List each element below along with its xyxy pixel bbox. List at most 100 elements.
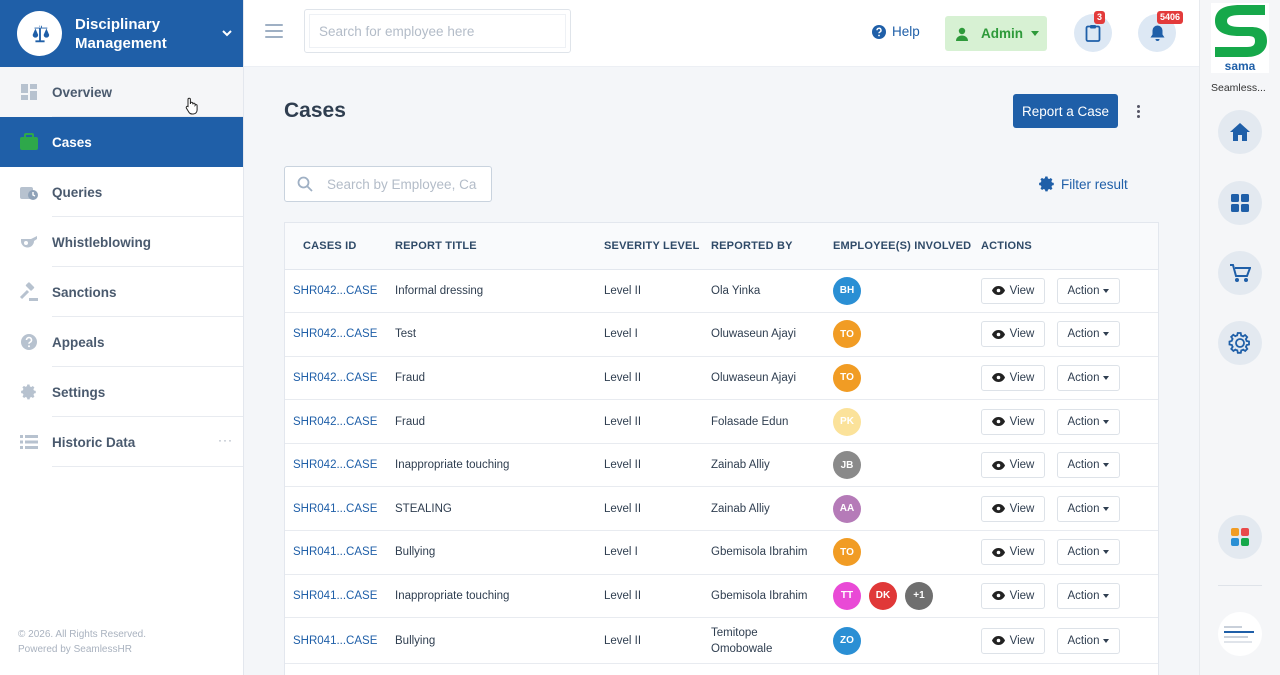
column-header-reported-by[interactable]: Reported By	[711, 223, 833, 270]
employee-avatar[interactable]: TO	[833, 320, 861, 349]
chevron-down-icon[interactable]	[222, 28, 232, 38]
action-dropdown-button[interactable]: Action	[1057, 539, 1120, 566]
view-button[interactable]: View	[981, 452, 1045, 479]
severity-level: Level II	[604, 371, 642, 384]
help-link[interactable]: Help	[872, 24, 920, 39]
view-button[interactable]: View	[981, 495, 1045, 522]
report-title: Inappropriate touching	[395, 459, 510, 472]
table-row: SHR042...CASE Test Level I Oluwaseun Ajayi T…	[285, 312, 1158, 357]
action-dropdown-button[interactable]: Action	[1057, 452, 1120, 479]
severity-level: Level II	[604, 459, 642, 472]
cart-button[interactable]	[1218, 251, 1262, 295]
row-actions: View Action	[981, 582, 1158, 609]
apps-button[interactable]	[1218, 181, 1262, 225]
table-row: SHR041...CASE Bullying Level I Gbemisola Ib…	[285, 530, 1158, 575]
view-button[interactable]: View	[981, 627, 1045, 654]
employee-avatar[interactable]: +1	[905, 581, 933, 610]
caret-down-icon	[1103, 638, 1110, 643]
view-button[interactable]: View	[981, 539, 1045, 566]
severity-level: Level II	[604, 502, 642, 515]
employee-avatar[interactable]: ZO	[833, 626, 861, 655]
eye-icon	[991, 329, 1005, 339]
top-header: Help Admin 3 5406	[244, 0, 1199, 67]
sama-logo[interactable]: sama	[1211, 3, 1269, 73]
view-button[interactable]: View	[981, 364, 1045, 391]
report-case-button[interactable]: Report a Case	[1013, 94, 1118, 128]
home-button[interactable]	[1218, 110, 1262, 154]
sidebar-item-overview[interactable]: Overview	[0, 67, 243, 117]
case-id-link[interactable]: SHR041...CASE	[293, 502, 378, 515]
sidebar-item-settings[interactable]: Settings	[0, 367, 243, 417]
integration-settings-button[interactable]	[1218, 321, 1262, 365]
more-options-icon[interactable]	[1137, 105, 1141, 120]
column-header-cases-id[interactable]: Cases ID	[285, 223, 386, 270]
employee-avatar[interactable]: JB	[833, 451, 861, 480]
case-search-input[interactable]	[327, 176, 477, 192]
help-label: Help	[892, 24, 920, 39]
action-dropdown-button[interactable]: Action	[1057, 364, 1120, 391]
menu-toggle-icon[interactable]	[265, 24, 283, 40]
case-id-link[interactable]: SHR041...CASE	[293, 589, 378, 602]
employee-search-input[interactable]	[309, 14, 566, 48]
row-actions: View Action	[981, 277, 1158, 304]
employee-avatar[interactable]: DK	[869, 581, 897, 610]
view-button[interactable]: View	[981, 582, 1045, 609]
reported-by: Folasade Edun	[711, 415, 789, 428]
column-header-severity[interactable]: Severity Level	[604, 223, 711, 270]
module-switcher[interactable]: Disciplinary Management	[0, 0, 243, 67]
sidebar-item-cases[interactable]: Cases	[0, 117, 243, 167]
employee-avatar[interactable]: TO	[833, 538, 861, 567]
sidebar-item-historic-data[interactable]: Historic Data ···	[0, 417, 243, 467]
employee-avatar[interactable]: AA	[833, 494, 861, 523]
view-label: View	[1009, 546, 1035, 559]
employee-avatar[interactable]: TO	[833, 363, 861, 392]
more-icon[interactable]: ···	[218, 433, 233, 447]
view-button[interactable]: View	[981, 321, 1045, 348]
case-id-link[interactable]: SHR042...CASE	[293, 415, 378, 428]
bell-icon	[1150, 25, 1164, 41]
widgets-button[interactable]	[1218, 515, 1262, 559]
copyright-text: © 2026. All Rights Reserved.	[18, 629, 146, 640]
caret-down-icon	[1103, 506, 1110, 511]
role-label: Admin	[981, 26, 1023, 41]
sidebar-item-appeals[interactable]: Appeals	[0, 317, 243, 367]
row-actions: View Action	[981, 495, 1158, 522]
report-title: STEALING	[395, 502, 452, 515]
view-button[interactable]: View	[981, 408, 1045, 435]
action-dropdown-button[interactable]: Action	[1057, 321, 1120, 348]
action-dropdown-button[interactable]: Action	[1057, 408, 1120, 435]
sidebar-item-label: Historic Data	[52, 434, 136, 450]
action-dropdown-button[interactable]: Action	[1057, 277, 1120, 304]
action-dropdown-button[interactable]: Action	[1057, 627, 1120, 654]
view-button[interactable]: View	[981, 277, 1045, 304]
table-row: SHR042...CASE Fraud Level II Folasade Edun P…	[285, 399, 1158, 444]
case-search	[284, 166, 492, 202]
employee-avatar[interactable]: TT	[833, 581, 861, 610]
case-id-link[interactable]: SHR042...CASE	[293, 284, 378, 297]
case-id-link[interactable]: SHR041...CASE	[293, 634, 378, 647]
sidebar-item-label: Appeals	[52, 334, 105, 350]
column-header-report-title[interactable]: Report Title	[386, 223, 604, 270]
notification-button[interactable]: 5406	[1138, 11, 1184, 52]
sidebar-item-queries[interactable]: Queries	[0, 167, 243, 217]
user-icon	[956, 27, 968, 41]
filter-result-button[interactable]: Filter result	[1038, 175, 1128, 193]
employees-involved: TO	[833, 363, 981, 392]
role-switcher-button[interactable]: Admin	[945, 16, 1047, 51]
sidebar-item-sanctions[interactable]: Sanctions	[0, 267, 243, 317]
cart-icon	[1230, 264, 1251, 282]
clipboard-button[interactable]: 3	[1074, 11, 1112, 52]
caret-down-icon	[1103, 288, 1110, 293]
case-id-link[interactable]: SHR041...CASE	[293, 546, 378, 559]
case-id-link[interactable]: SHR042...CASE	[293, 459, 378, 472]
action-dropdown-button[interactable]: Action	[1057, 582, 1120, 609]
preview-thumbnail[interactable]	[1218, 612, 1262, 656]
caret-down-icon	[1103, 375, 1110, 380]
case-id-link[interactable]: SHR042...CASE	[293, 328, 378, 341]
case-id-link[interactable]: SHR042...CASE	[293, 371, 378, 384]
sidebar-item-whistleblowing[interactable]: Whistleblowing	[0, 217, 243, 267]
employee-avatar[interactable]: PK	[833, 407, 861, 436]
action-dropdown-button[interactable]: Action	[1057, 495, 1120, 522]
column-header-employees[interactable]: Employee(s) Involved	[833, 223, 981, 270]
employee-avatar[interactable]: BH	[833, 276, 861, 305]
